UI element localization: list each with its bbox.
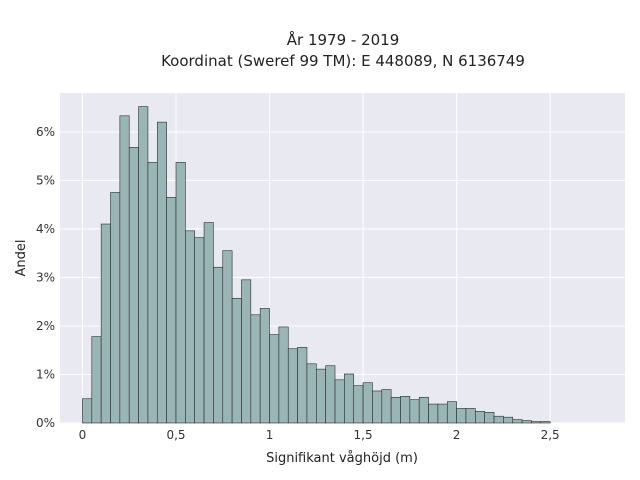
histogram-bar (306, 363, 317, 424)
histogram-bar (222, 250, 233, 424)
histogram-bar (390, 396, 401, 424)
histogram-bar (372, 390, 383, 424)
x-axis-label: Signifikant våghöjd (m) (266, 451, 418, 466)
histogram-bar (344, 373, 355, 424)
y-tick-label: 1% (36, 367, 55, 381)
histogram-bar (316, 368, 326, 424)
histogram-bar (362, 382, 373, 424)
y-tick-label: 6% (36, 125, 55, 139)
histogram-bar (437, 403, 448, 424)
histogram-bar (493, 415, 504, 424)
y-axis-label: Andel (14, 240, 29, 277)
y-tick-labels: 0% 1% 2% 3% 4% 5% 6% (36, 125, 55, 430)
histogram-bar (128, 147, 139, 424)
y-tick-label: 4% (36, 222, 55, 236)
histogram-bar (418, 396, 429, 424)
histogram-bar (503, 416, 514, 424)
bars (82, 106, 551, 424)
histogram-bar (465, 408, 476, 424)
histogram-bar (138, 106, 149, 424)
histogram-bar (456, 408, 467, 424)
histogram-bar (400, 396, 411, 424)
histogram-bar (521, 420, 532, 424)
x-tick-label: 1,5 (354, 428, 373, 442)
histogram-bar (241, 279, 252, 424)
y-tick-label: 3% (36, 270, 55, 284)
histogram-bar (91, 336, 102, 424)
histogram-bar (287, 348, 298, 424)
histogram-bar (259, 308, 270, 424)
histogram-bar (512, 419, 523, 424)
histogram-bar (166, 197, 177, 424)
histogram-bar (297, 346, 308, 424)
histogram-bar (531, 421, 542, 424)
chart-subtitle: Koordinat (Sweref 99 TM): E 448089, N 61… (161, 52, 525, 70)
histogram-bar (475, 411, 485, 424)
histogram-bar (381, 389, 392, 424)
x-tick-label: 1 (266, 428, 274, 442)
histogram-bar (110, 192, 121, 424)
histogram-bar (203, 222, 214, 424)
x-tick-labels: 0 0,5 1 1,5 2 2,5 (79, 428, 560, 442)
x-tick-label: 0 (79, 428, 87, 442)
histogram-bar (409, 399, 420, 424)
histogram-bar (353, 385, 364, 424)
histogram-bar (194, 237, 205, 424)
histogram-bar (185, 230, 196, 424)
y-tick-label: 2% (36, 319, 55, 333)
histogram-bar (82, 398, 93, 424)
histogram-bar (334, 379, 345, 424)
histogram-bar (446, 401, 457, 424)
x-tick-label: 0,5 (166, 428, 185, 442)
histogram-bar (269, 334, 280, 424)
histogram-bar (278, 326, 289, 424)
histogram-bar (325, 365, 336, 424)
histogram-bar (231, 297, 242, 424)
x-tick-label: 2 (453, 428, 461, 442)
histogram-bar (119, 115, 130, 424)
histogram-bar (428, 403, 439, 424)
histogram-bar (156, 121, 167, 424)
histogram-bar (250, 314, 261, 424)
y-tick-label: 5% (36, 173, 55, 187)
histogram-bar (540, 421, 551, 424)
x-tick-label: 2,5 (541, 428, 560, 442)
histogram-bar (484, 412, 495, 424)
histogram-bar (100, 223, 111, 424)
y-tick-label: 0% (36, 416, 55, 430)
histogram-bar (147, 162, 158, 424)
chart-title: År 1979 - 2019 (287, 30, 400, 49)
histogram-bar (213, 266, 224, 424)
histogram-bar (175, 162, 186, 424)
